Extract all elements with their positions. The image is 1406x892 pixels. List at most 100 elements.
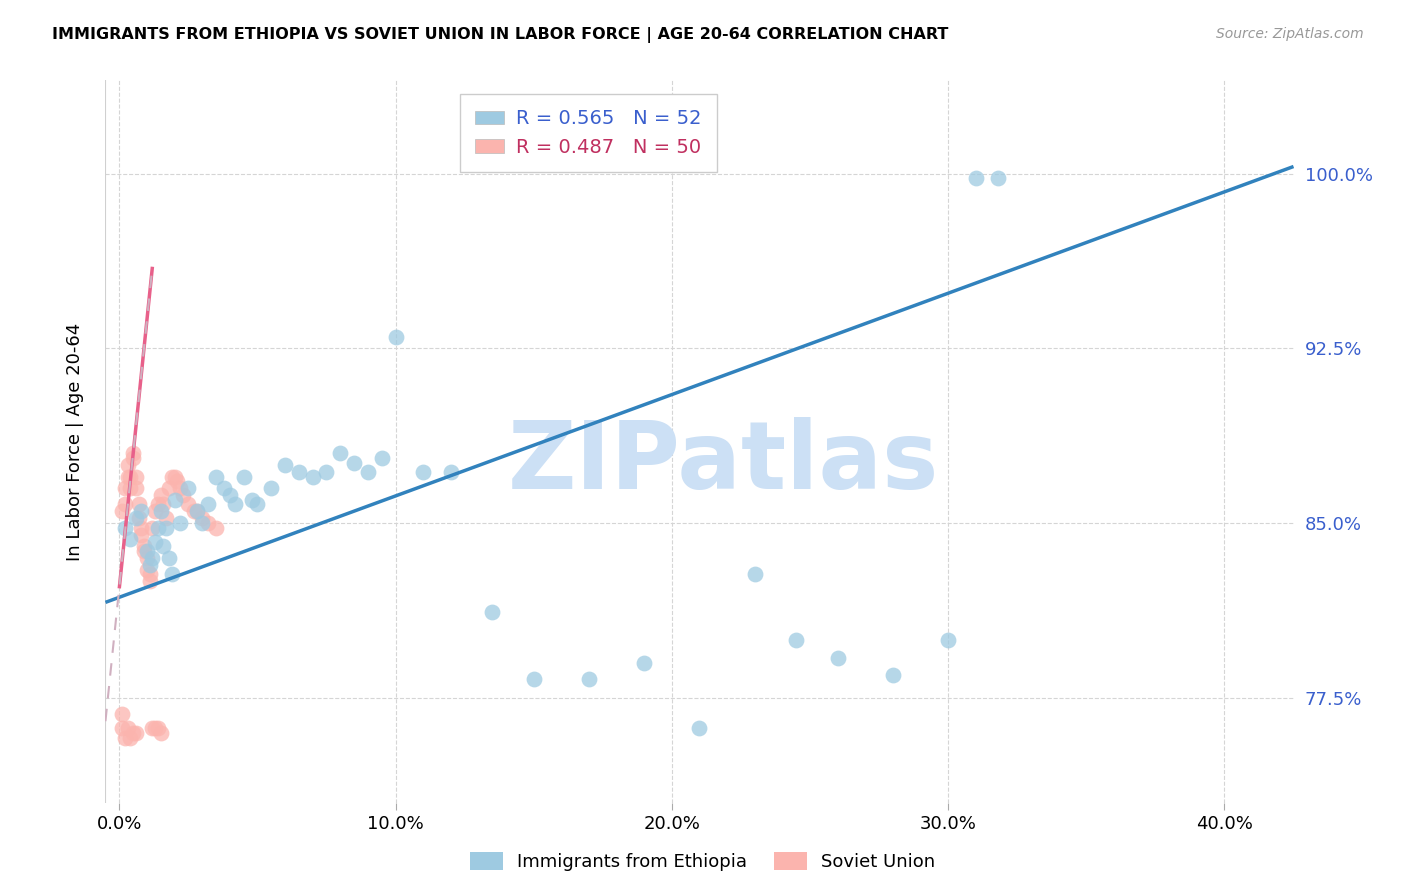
Point — [440, 465, 463, 479]
Point — [578, 673, 600, 687]
Point — [143, 721, 166, 735]
Text: Source: ZipAtlas.com: Source: ZipAtlas.com — [1216, 27, 1364, 41]
Point — [155, 521, 177, 535]
Point — [412, 465, 434, 479]
Point — [169, 516, 191, 530]
Point — [882, 667, 904, 681]
Point — [240, 492, 263, 507]
Point — [125, 511, 148, 525]
Point — [481, 605, 503, 619]
Point — [120, 469, 142, 483]
Point — [157, 551, 180, 566]
Point — [117, 458, 139, 472]
Point — [134, 544, 156, 558]
Legend: Immigrants from Ethiopia, Soviet Union: Immigrants from Ethiopia, Soviet Union — [463, 845, 943, 879]
Point — [191, 516, 214, 530]
Point — [205, 469, 228, 483]
Point — [149, 504, 172, 518]
Point — [149, 726, 172, 740]
Point — [155, 511, 177, 525]
Point — [260, 481, 283, 495]
Point — [186, 504, 208, 518]
Point — [160, 469, 183, 483]
Point — [315, 465, 337, 479]
Point — [288, 465, 311, 479]
Point — [186, 504, 208, 518]
Point — [301, 469, 323, 483]
Point — [166, 474, 188, 488]
Point — [120, 731, 142, 745]
Point — [114, 731, 136, 745]
Point — [152, 498, 174, 512]
Point — [785, 632, 807, 647]
Point — [689, 721, 711, 735]
Text: IMMIGRANTS FROM ETHIOPIA VS SOVIET UNION IN LABOR FORCE | AGE 20-64 CORRELATION : IMMIGRANTS FROM ETHIOPIA VS SOVIET UNION… — [52, 27, 949, 43]
Point — [141, 721, 163, 735]
Point — [965, 171, 987, 186]
Point — [357, 465, 380, 479]
Point — [131, 504, 153, 518]
Point — [177, 498, 200, 512]
Point — [128, 511, 150, 525]
Point — [152, 540, 174, 554]
Point — [177, 481, 200, 495]
Point — [384, 329, 406, 343]
Point — [633, 656, 655, 670]
Point — [146, 721, 169, 735]
Legend: R = 0.565   N = 52, R = 0.487   N = 50: R = 0.565 N = 52, R = 0.487 N = 50 — [460, 94, 717, 172]
Point — [149, 488, 172, 502]
Point — [224, 498, 246, 512]
Point — [122, 450, 145, 465]
Point — [343, 456, 366, 470]
Point — [205, 521, 228, 535]
Point — [218, 488, 240, 502]
Point — [122, 726, 145, 740]
Point — [138, 558, 160, 572]
Point — [128, 498, 150, 512]
Point — [160, 567, 183, 582]
Point — [371, 450, 394, 465]
Point — [114, 521, 136, 535]
Point — [135, 563, 157, 577]
Point — [111, 707, 134, 722]
Point — [125, 481, 148, 495]
Point — [183, 504, 205, 518]
Point — [329, 446, 352, 460]
Point — [197, 498, 219, 512]
Point — [172, 488, 194, 502]
Point — [169, 481, 191, 495]
Point — [120, 533, 142, 547]
Point — [232, 469, 254, 483]
Point — [114, 481, 136, 495]
Point — [157, 481, 180, 495]
Point — [117, 721, 139, 735]
Point — [146, 498, 169, 512]
Point — [125, 726, 148, 740]
Point — [214, 481, 236, 495]
Point — [141, 521, 163, 535]
Point — [163, 492, 186, 507]
Point — [125, 469, 148, 483]
Point — [141, 551, 163, 566]
Point — [143, 534, 166, 549]
Point — [138, 567, 160, 582]
Point — [111, 504, 134, 518]
Point — [143, 504, 166, 518]
Point — [191, 511, 214, 525]
Point — [163, 469, 186, 483]
Point — [138, 574, 160, 589]
Point — [246, 498, 269, 512]
Point — [827, 651, 849, 665]
Y-axis label: In Labor Force | Age 20-64: In Labor Force | Age 20-64 — [66, 322, 84, 561]
Point — [117, 469, 139, 483]
Point — [197, 516, 219, 530]
Point — [146, 521, 169, 535]
Point — [122, 446, 145, 460]
Point — [120, 481, 142, 495]
Point — [131, 521, 153, 535]
Text: ZIPatlas: ZIPatlas — [508, 417, 939, 509]
Point — [134, 540, 156, 554]
Point — [114, 498, 136, 512]
Point — [131, 528, 153, 542]
Point — [523, 673, 546, 687]
